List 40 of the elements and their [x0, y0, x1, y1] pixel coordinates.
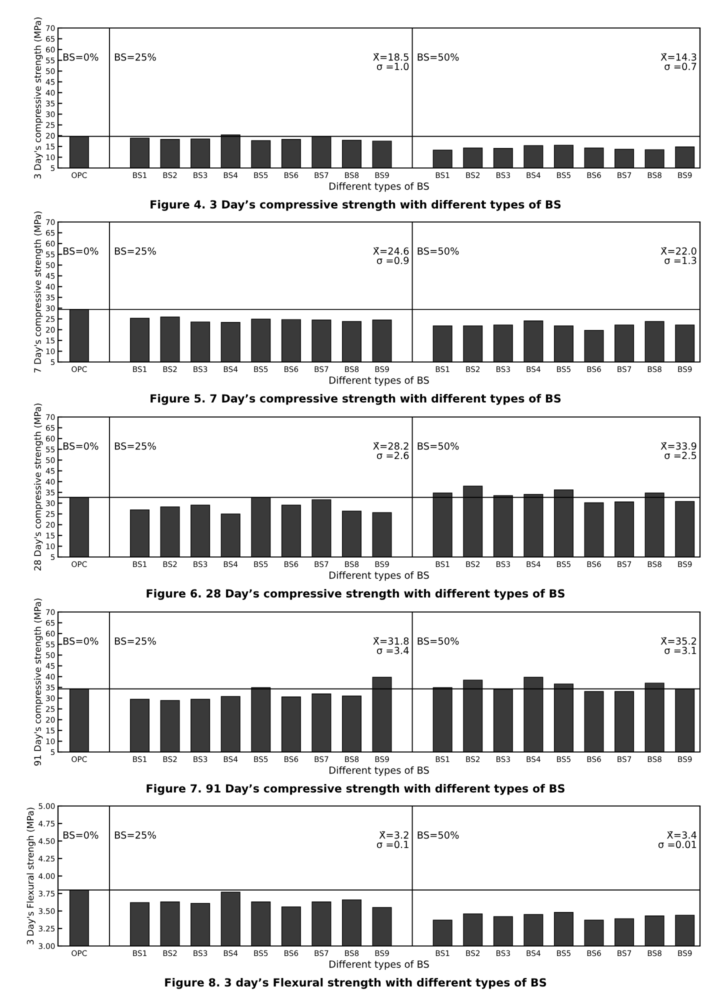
x-axis-title: Different types of BS — [330, 571, 429, 581]
annotation: X̄=35.2 σ =3.1 — [660, 637, 696, 654]
annotation: X̄=14.3 σ =0.7 — [660, 53, 696, 70]
text: Figure 4. 3 Day’s compressive strength with different types of BS — [150, 200, 561, 211]
annotation: BS=50% — [418, 247, 459, 255]
annotation: BS=0% — [63, 53, 98, 61]
annotation: X̄=22.0 σ =1.3 — [660, 247, 696, 264]
annotation: X̄=3.4 σ =0.01 — [658, 831, 696, 848]
annotation: BS=50% — [418, 442, 459, 450]
annotation: BS=25% — [114, 53, 156, 61]
y-axis-title: 7 Day's compressive strength (MPa) — [34, 212, 43, 373]
annotation: BS=0% — [63, 442, 98, 450]
annotation: BS=50% — [418, 831, 459, 839]
x-axis-title: Different types of BS — [330, 766, 429, 776]
annotation: X̄=33.9 σ =2.5 — [660, 442, 696, 460]
x-axis-title: Different types of BS — [330, 376, 429, 386]
y-axis-title: 28 Day's compressive strength (MPa) — [34, 404, 43, 570]
annotation: BS=25% — [114, 247, 156, 255]
annotation: BS=25% — [114, 831, 156, 839]
annotation: BS=25% — [114, 442, 156, 450]
annotation: BS=50% — [418, 637, 459, 645]
y-axis-title: 91 Day's compressive strength (MPa) — [34, 598, 43, 766]
annotation: BS=0% — [63, 831, 98, 839]
annotation: X̄=31.8 σ =3.4 — [373, 637, 409, 654]
text: Figure 8. 3 day’s Flexural strength with different types of BS — [165, 978, 546, 989]
annotation: X̄=18.5 σ =1.0 — [373, 53, 409, 70]
y-axis-title: 3 Day's compressive strength (MPa) — [34, 18, 43, 179]
text: Figure 6. 28 Day’s compressive strength with different types of BS — [146, 589, 564, 600]
annotation: X̄=24.6 σ =0.9 — [373, 247, 409, 264]
x-axis-title: Different types of BS — [330, 960, 429, 970]
annotation: BS=25% — [114, 637, 156, 645]
annotation: X̄=28.2 σ =2.6 — [373, 442, 409, 460]
annotation: BS=0% — [63, 637, 98, 645]
annotation: X̄=3.2 σ =0.1 — [376, 831, 408, 848]
y-axis-title: 3 Day's Flexural strengh (MPa) — [26, 808, 36, 944]
x-axis-title: Different types of BS — [330, 182, 429, 192]
text: Figure 5. 7 Day’s compressive strength with different types of BS — [150, 394, 561, 405]
annotation: BS=50% — [418, 53, 459, 61]
annotation: BS=0% — [63, 247, 98, 255]
text: Figure 7. 91 Day’s compressive strength with different types of BS — [146, 784, 564, 795]
